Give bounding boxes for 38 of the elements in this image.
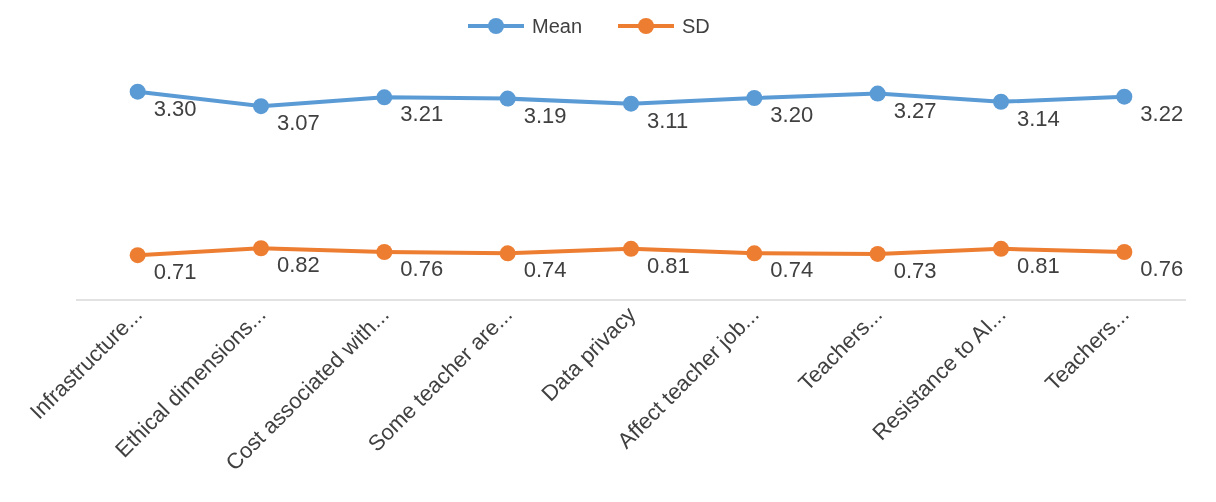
point bbox=[499, 245, 516, 262]
point bbox=[623, 95, 639, 112]
point bbox=[623, 240, 639, 257]
data-label: 3.14 bbox=[1017, 105, 1060, 131]
point bbox=[376, 89, 393, 106]
point bbox=[129, 247, 146, 264]
point bbox=[1116, 244, 1133, 261]
point bbox=[746, 89, 763, 106]
point bbox=[869, 85, 886, 102]
point bbox=[253, 98, 269, 115]
data-label: 3.07 bbox=[277, 110, 320, 136]
data-label: 0.82 bbox=[277, 252, 320, 278]
data-label: 0.74 bbox=[523, 257, 567, 283]
data-label: 3.20 bbox=[770, 101, 814, 127]
data-label: 3.19 bbox=[523, 102, 567, 128]
point bbox=[499, 90, 516, 107]
data-label: 3.22 bbox=[1140, 100, 1184, 126]
data-label: 0.71 bbox=[153, 259, 197, 285]
legend-label: Mean bbox=[532, 15, 583, 37]
legend-label: SD bbox=[682, 15, 710, 37]
data-label: 3.21 bbox=[400, 101, 444, 127]
point bbox=[993, 240, 1009, 257]
point bbox=[869, 245, 886, 262]
data-label: 0.76 bbox=[1140, 256, 1184, 282]
data-label: 0.76 bbox=[400, 256, 444, 282]
data-label: 0.73 bbox=[893, 257, 937, 283]
point bbox=[746, 245, 763, 262]
point bbox=[993, 93, 1009, 110]
point bbox=[1116, 88, 1133, 105]
point bbox=[253, 240, 269, 257]
data-label: 0.81 bbox=[647, 252, 690, 278]
data-label: 3.11 bbox=[647, 107, 689, 133]
data-label: 0.74 bbox=[770, 257, 814, 283]
data-label: 0.81 bbox=[1017, 252, 1060, 278]
point bbox=[129, 83, 146, 100]
data-label: 3.30 bbox=[153, 95, 197, 121]
point bbox=[376, 244, 393, 261]
data-label: 3.27 bbox=[893, 97, 937, 123]
